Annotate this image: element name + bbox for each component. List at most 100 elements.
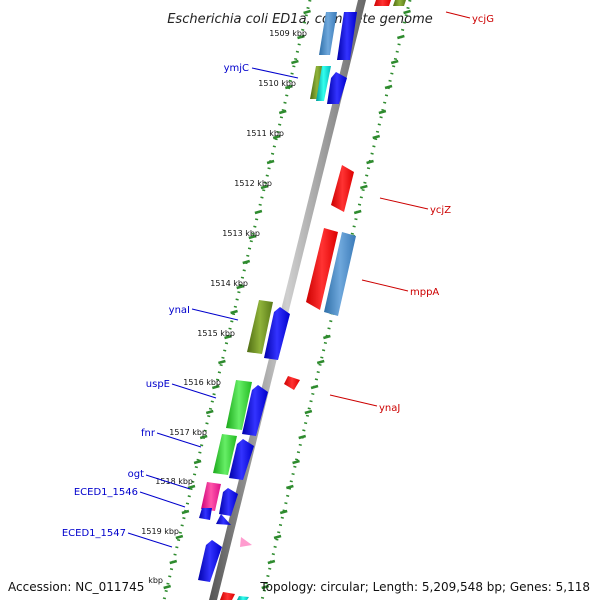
gene-feature (219, 488, 238, 516)
gene-label-ECED1_1546: ECED1_1546 (74, 487, 138, 498)
tick-dash (397, 34, 405, 40)
forward-dotted-ring (162, 0, 312, 600)
tick-label: 1510 kbp (258, 79, 296, 88)
gene-feature (201, 482, 221, 511)
tick-dash (187, 484, 196, 490)
map-title: Escherichia coli ED1a, complete genome (167, 12, 433, 27)
tick-dash (323, 334, 331, 340)
gene-feature (331, 165, 354, 212)
tick-dash (224, 334, 232, 340)
tick-dash (273, 534, 282, 540)
gene-label-ynaI: ynaI (169, 305, 190, 316)
tick-dash (261, 584, 270, 590)
genome-summary-text: Topology: circular; Length: 5,209,548 bp… (260, 580, 590, 594)
gene-feature (316, 66, 331, 101)
tick-dash (218, 359, 226, 365)
gene-label-ycjG: ycjG (472, 14, 494, 25)
gene-label-ynaJ: ynaJ (379, 403, 400, 414)
leader-line (361, 279, 409, 292)
tick-label: 1517 kbp (169, 428, 207, 437)
tick-dash (205, 409, 214, 415)
gene-labels: ycjG ymjC ycjZ mppA ynaI ynaJ uspE fnr o… (62, 14, 494, 539)
leader-line (127, 532, 173, 548)
tick-label: 1514 kbp (210, 279, 248, 288)
tick-dash (248, 234, 257, 240)
tick-dash (199, 434, 208, 440)
gene-feature (306, 228, 338, 310)
tick-label: 1512 kbp (234, 179, 272, 188)
tick-labels: 1509 kbp 1510 kbp 1511 kbp 1512 kbp 1513… (141, 29, 307, 585)
tick-dash (298, 434, 307, 440)
gene-feature (247, 300, 273, 354)
leader-line (156, 432, 202, 448)
tick-dash (297, 34, 305, 40)
tick-marks (163, 9, 411, 590)
gene-feature (310, 66, 324, 99)
tick-dash (169, 559, 178, 565)
gene-feature (229, 439, 254, 480)
tick-dash (175, 534, 184, 540)
gene-feature (213, 434, 237, 475)
tick-dash (230, 309, 238, 315)
tick-dash (303, 9, 311, 15)
gene-feature (199, 508, 212, 520)
tick-dash (360, 184, 368, 190)
accession-text: Accession: NC_011745 (8, 580, 145, 594)
forward-genes (198, 12, 357, 582)
leader-line (139, 491, 186, 508)
tick-label: 1511 kbp (246, 129, 284, 138)
tick-dash (181, 509, 190, 515)
gene-feature (319, 12, 337, 55)
tick-dash (390, 59, 399, 65)
tick-label: 1515 kbp (197, 329, 235, 338)
tick-dash (260, 184, 269, 190)
tick-label: 1518 kbp (155, 477, 193, 486)
tick-dash (291, 59, 299, 65)
gene-feature (337, 12, 357, 60)
leader-line (445, 11, 471, 19)
gene-label-fnr: fnr (141, 428, 156, 439)
tick-dash (211, 384, 220, 390)
gene-feature (220, 592, 235, 600)
tick-dash (366, 159, 374, 165)
tick-dash (279, 509, 288, 515)
tick-dash (163, 584, 172, 590)
gene-label-ycjZ: ycjZ (430, 205, 451, 216)
gene-label-ymjC: ymjC (224, 63, 249, 74)
tick-dash (236, 284, 245, 290)
tick-dash (286, 484, 294, 490)
tick-label: 1519 kbp (141, 527, 179, 536)
gene-feature (374, 0, 391, 6)
gene-feature (327, 72, 347, 104)
gene-feature (216, 514, 231, 525)
tick-dash (353, 209, 362, 215)
leader-line (251, 67, 299, 79)
tick-dash (278, 109, 287, 115)
tick-label: kbp (148, 576, 163, 585)
leader-line (171, 383, 217, 399)
tick-label: 1516 kbp (183, 378, 221, 387)
gene-feature (198, 540, 222, 582)
tick-dash (254, 209, 263, 215)
tick-dash (372, 134, 381, 140)
tick-dash (266, 159, 275, 165)
gene-feature (240, 537, 252, 547)
gene-label-uspE: uspE (146, 379, 170, 390)
tick-dash (272, 134, 281, 140)
tick-dash (267, 559, 276, 565)
tick-dash (304, 409, 313, 415)
gene-feature (284, 376, 300, 390)
leader-line (379, 197, 429, 210)
gene-label-mppA: mppA (410, 287, 439, 298)
leader-line (191, 308, 239, 321)
gene-label-ECED1_1547: ECED1_1547 (62, 528, 126, 539)
tick-dash (310, 384, 319, 390)
tick-label: 1509 kbp (269, 29, 307, 38)
leader-line (145, 474, 191, 490)
gene-feature (393, 0, 406, 6)
gene-feature (242, 385, 268, 436)
gene-feature (324, 232, 356, 316)
tick-dash (378, 109, 387, 115)
tick-dash (284, 84, 293, 90)
gene-feature (264, 307, 290, 360)
